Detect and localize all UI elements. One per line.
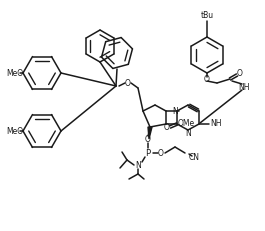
Text: O: O [237,70,243,79]
Text: MeO: MeO [6,127,23,136]
Text: O: O [125,79,131,88]
Text: N: N [172,106,178,116]
Text: NH: NH [210,119,222,128]
Text: N: N [185,128,191,137]
Text: P: P [145,149,151,158]
Text: OMe: OMe [178,119,195,128]
Text: NH: NH [238,82,250,91]
Text: O: O [145,136,151,145]
Text: MeO: MeO [6,69,23,77]
Text: O: O [164,122,170,131]
Text: tBu: tBu [200,12,214,21]
Polygon shape [148,127,152,139]
Text: N: N [135,161,141,170]
Text: O: O [204,75,210,83]
Text: CN: CN [188,152,200,161]
Text: O: O [158,149,164,158]
